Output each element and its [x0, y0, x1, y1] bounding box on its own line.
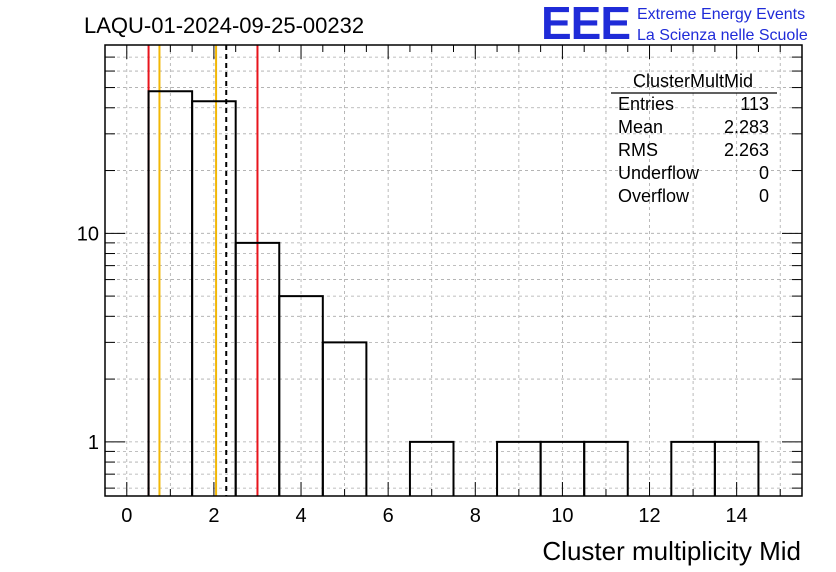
brand-line-2: La Scienza nelle Scuole [637, 27, 808, 44]
stats-value: 113 [740, 94, 769, 114]
y-tick-label: 10 [77, 223, 99, 245]
stats-value: 2.283 [724, 117, 769, 137]
histogram-bar [583, 440, 629, 496]
plot-frame [104, 44, 803, 497]
x-tick-label: 6 [383, 505, 394, 527]
x-axis-label: Cluster multiplicity Mid [542, 536, 801, 566]
y-axis: 1 10 [77, 223, 99, 454]
run-title: LAQU-01-2024-09-25-00232 [84, 13, 364, 38]
grid-layer [105, 44, 802, 496]
brand-line-1: Extreme Energy Events [637, 6, 805, 23]
x-tick-label: 4 [295, 505, 306, 527]
x-tick-label: 10 [551, 505, 573, 527]
stats-value: 2.263 [724, 140, 769, 160]
y-tick-label: 1 [88, 432, 99, 454]
x-tick-label: 14 [726, 505, 748, 527]
marker-lines [147, 45, 259, 496]
stats-box: ClusterMultMid Entries 113 Mean 2.283 RM… [611, 71, 777, 206]
stats-label: Entries [618, 94, 674, 114]
stats-label: Mean [618, 117, 663, 137]
stats-label: Overflow [618, 186, 690, 206]
histogram-bar [321, 341, 368, 496]
stats-label: RMS [618, 140, 658, 160]
minor-ticks [104, 44, 803, 496]
stats-value: 0 [759, 186, 769, 206]
x-tick-label: 12 [638, 505, 660, 527]
stats-value: 0 [759, 163, 769, 183]
eee-logo: EEE [541, 0, 630, 49]
histogram-bar [713, 440, 760, 496]
x-tick-label: 0 [121, 505, 132, 527]
stats-label: Underflow [618, 163, 700, 183]
x-tick-label: 2 [208, 505, 219, 527]
histogram-bar [408, 440, 455, 496]
x-axis: 0 2 4 6 8 10 12 14 [121, 505, 748, 527]
x-tick-label: 8 [470, 505, 481, 527]
histogram-bars [147, 90, 760, 496]
stats-title: ClusterMultMid [633, 71, 753, 91]
